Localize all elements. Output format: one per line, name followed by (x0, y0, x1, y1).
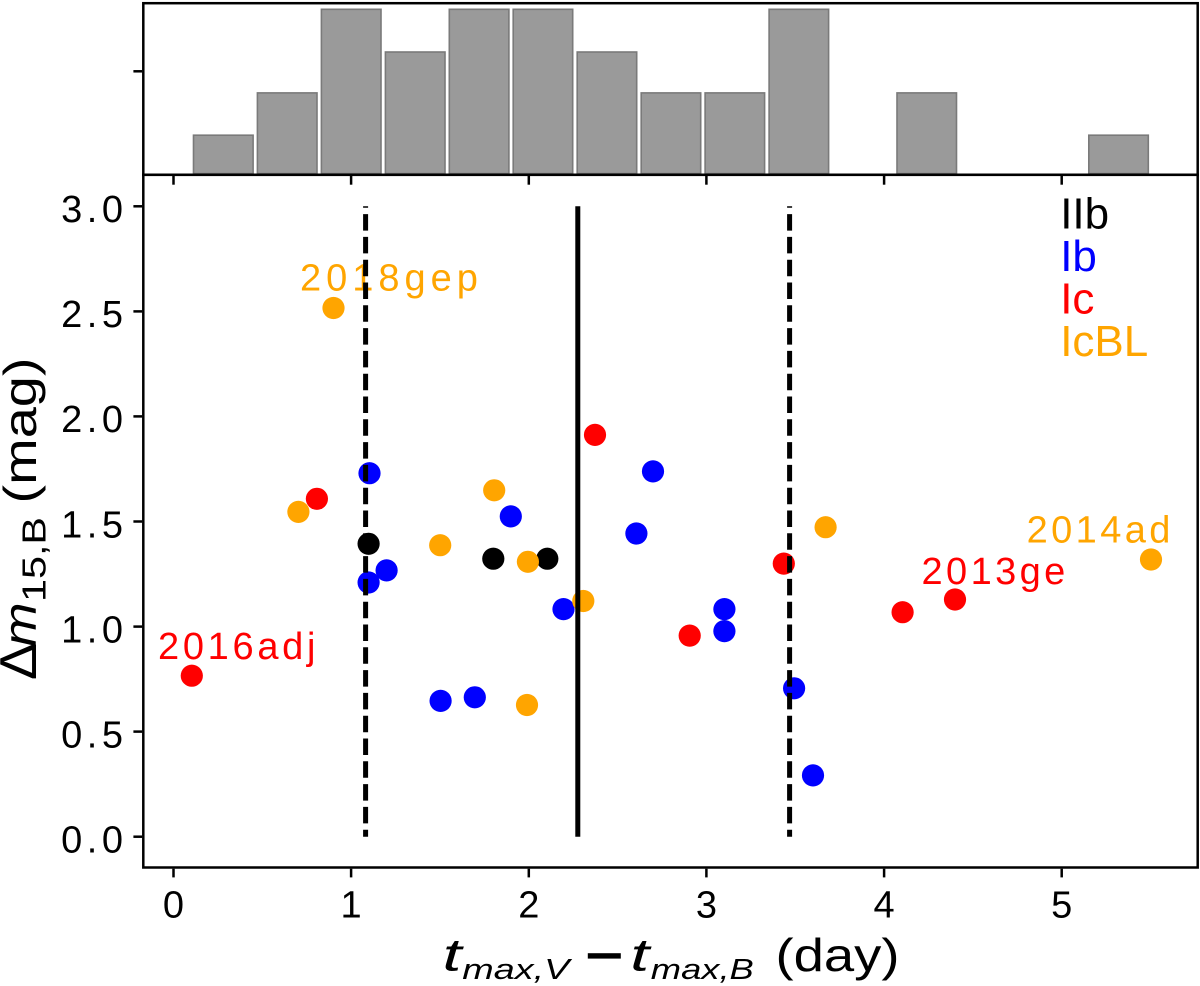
svg-text:(mag): (mag) (0, 358, 46, 504)
svg-text:0: 0 (163, 885, 184, 927)
svg-text:2: 2 (518, 885, 539, 927)
svg-text:1.5: 1.5 (61, 504, 127, 546)
svg-text:max,B: max,B (651, 954, 754, 986)
svg-text:2013ge: 2013ge (922, 551, 1069, 593)
svg-text:2.5: 2.5 (61, 294, 127, 336)
svg-text:0.5: 0.5 (61, 714, 127, 756)
svg-text:15,B: 15,B (15, 517, 52, 602)
svg-text:4: 4 (874, 885, 895, 927)
svg-text:Ib: Ib (1060, 232, 1097, 281)
svg-text:3.0: 3.0 (61, 189, 127, 231)
svg-text:Δ: Δ (0, 643, 48, 680)
svg-text:0.0: 0.0 (61, 820, 127, 862)
svg-text:2.0: 2.0 (61, 399, 127, 441)
svg-text:3: 3 (696, 885, 717, 927)
svg-text:IIb: IIb (1060, 189, 1109, 238)
svg-text:m: m (0, 602, 46, 647)
svg-text:t: t (630, 929, 653, 980)
svg-text:5: 5 (1051, 885, 1072, 927)
svg-text:max,V: max,V (462, 954, 572, 986)
svg-text:2016adj: 2016adj (158, 626, 319, 668)
svg-text:1: 1 (341, 885, 362, 927)
svg-text:(day): (day) (776, 929, 900, 981)
svg-text:IcBL: IcBL (1060, 317, 1148, 366)
svg-text:Ic: Ic (1060, 275, 1094, 324)
svg-text:2018gep: 2018gep (300, 258, 483, 300)
svg-text:1.0: 1.0 (61, 609, 127, 651)
svg-text:t: t (443, 929, 466, 980)
svg-text:2014ad: 2014ad (1027, 510, 1174, 552)
